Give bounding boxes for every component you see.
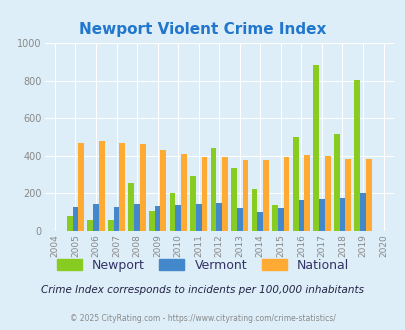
- Bar: [313, 65, 318, 231]
- Bar: [365, 159, 371, 231]
- Bar: [339, 198, 345, 231]
- Bar: [237, 209, 242, 231]
- Bar: [222, 157, 227, 231]
- Bar: [272, 205, 277, 231]
- Bar: [93, 204, 99, 231]
- Bar: [78, 143, 84, 231]
- Bar: [87, 220, 93, 231]
- Bar: [251, 189, 257, 231]
- Bar: [190, 177, 195, 231]
- Bar: [283, 157, 289, 231]
- Bar: [333, 134, 339, 231]
- Bar: [210, 148, 216, 231]
- Bar: [160, 149, 166, 231]
- Bar: [216, 203, 222, 231]
- Bar: [242, 160, 248, 231]
- Bar: [359, 193, 365, 231]
- Bar: [149, 211, 154, 231]
- Legend: Newport, Vermont, National: Newport, Vermont, National: [51, 254, 354, 277]
- Bar: [134, 204, 140, 231]
- Text: © 2025 CityRating.com - https://www.cityrating.com/crime-statistics/: © 2025 CityRating.com - https://www.city…: [70, 314, 335, 323]
- Bar: [175, 205, 181, 231]
- Bar: [230, 168, 237, 231]
- Bar: [195, 204, 201, 231]
- Bar: [67, 216, 72, 231]
- Bar: [99, 141, 104, 231]
- Bar: [262, 159, 268, 231]
- Bar: [277, 209, 283, 231]
- Bar: [257, 212, 262, 231]
- Bar: [345, 159, 350, 231]
- Bar: [108, 220, 113, 231]
- Bar: [324, 156, 330, 231]
- Bar: [201, 157, 207, 231]
- Bar: [303, 155, 309, 231]
- Text: Newport Violent Crime Index: Newport Violent Crime Index: [79, 22, 326, 37]
- Bar: [128, 183, 134, 231]
- Bar: [169, 193, 175, 231]
- Bar: [154, 206, 160, 231]
- Bar: [354, 80, 359, 231]
- Text: Crime Index corresponds to incidents per 100,000 inhabitants: Crime Index corresponds to incidents per…: [41, 285, 364, 295]
- Bar: [181, 154, 186, 231]
- Bar: [140, 145, 145, 231]
- Bar: [298, 200, 303, 231]
- Bar: [113, 207, 119, 231]
- Bar: [72, 207, 78, 231]
- Bar: [318, 199, 324, 231]
- Bar: [292, 137, 298, 231]
- Bar: [119, 143, 125, 231]
